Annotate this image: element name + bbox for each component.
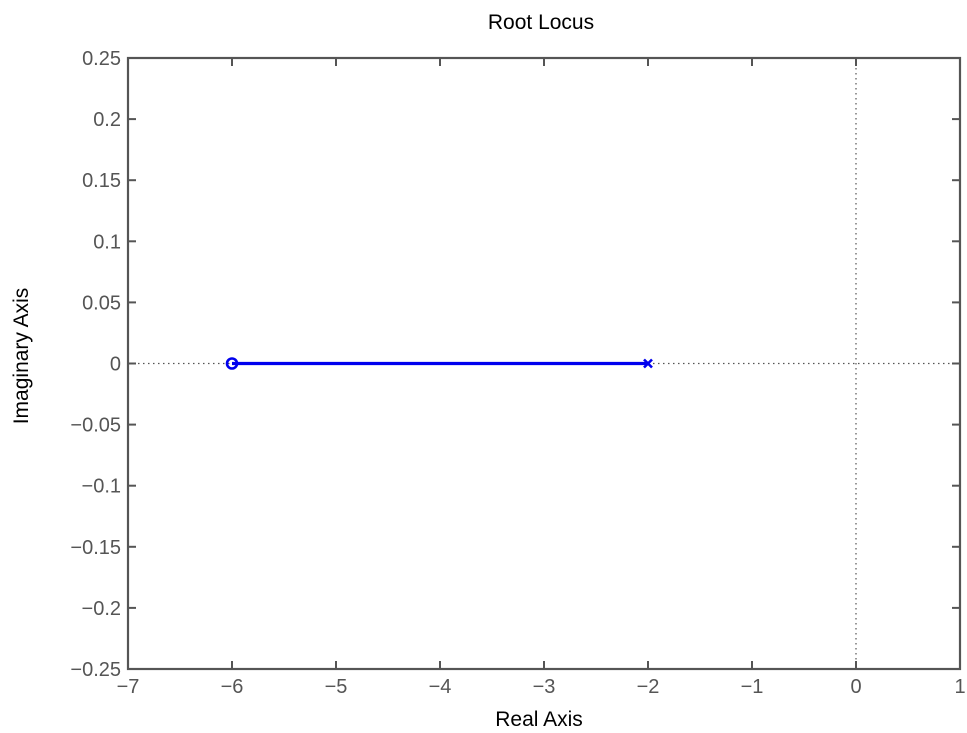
plot-area	[126, 56, 962, 671]
x-tick-label: −5	[325, 676, 348, 698]
y-tick-label: −0.25	[70, 659, 121, 681]
y-tick-label: 0.15	[82, 170, 121, 192]
chart-title: Root Locus	[488, 11, 594, 34]
x-tick-label: −6	[221, 676, 244, 698]
pole-marker-1	[643, 358, 653, 369]
x-tick-label: −3	[533, 676, 556, 698]
x-tick-label: −4	[429, 676, 452, 698]
y-tick-label: −0.05	[70, 415, 121, 437]
y-tick-label: 0.1	[93, 231, 121, 253]
x-tick-label: 0	[850, 676, 861, 698]
y-axis-label: Imaginary Axis	[10, 288, 33, 425]
y-tick-label: 0	[110, 354, 121, 376]
y-tick-label: −0.2	[82, 598, 121, 620]
zero-marker-1	[225, 357, 239, 370]
tick-labels: −7 −6 −5 −4 −3 −2 −1 0 1 0.25 0.2 0.15 0.1 0.05 0 −0.05…	[70, 48, 965, 698]
x-tick-label: −2	[637, 676, 660, 698]
x-tick-label: 1	[954, 676, 965, 698]
y-tick-label: 0.2	[93, 109, 121, 131]
x-tick-label: −7	[117, 676, 140, 698]
y-tick-label: 0.25	[82, 48, 121, 70]
x-axis-label: Real Axis	[495, 708, 583, 731]
y-tick-label: −0.1	[82, 476, 121, 498]
x-tick-label: −1	[741, 676, 764, 698]
y-tick-label: −0.15	[70, 537, 121, 559]
y-tick-label: 0.05	[82, 292, 121, 314]
